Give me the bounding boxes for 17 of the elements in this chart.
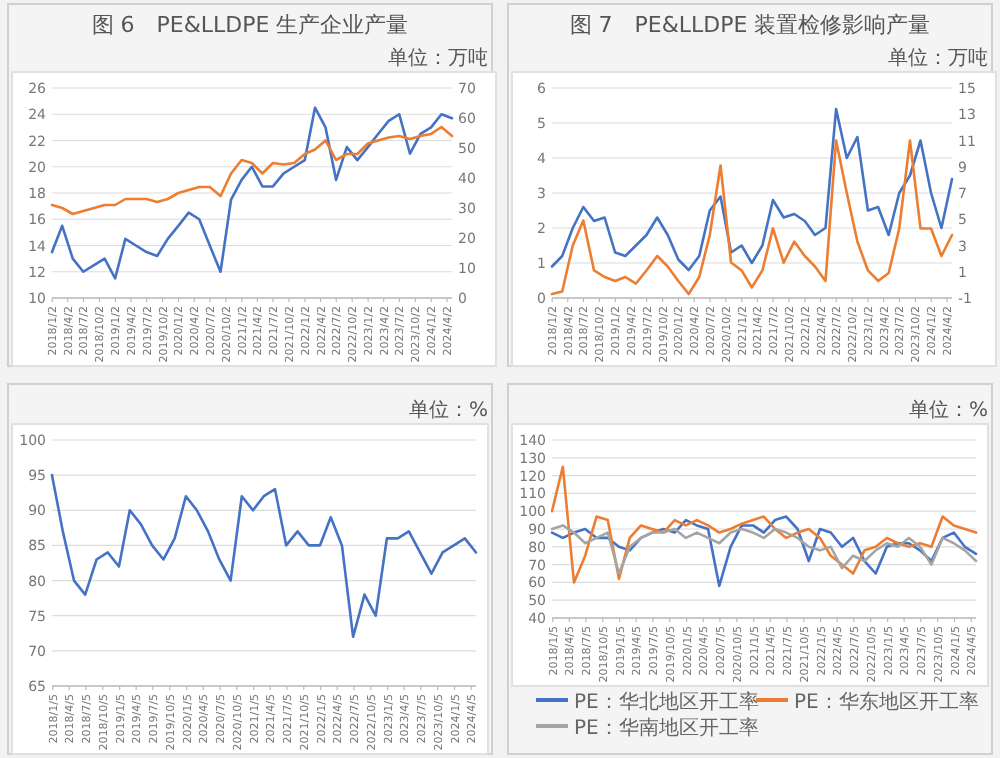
line-series bbox=[550, 139, 954, 296]
line-series bbox=[550, 107, 954, 272]
legend-label: PE：华北地区开工率 bbox=[574, 690, 759, 714]
text: 单位：万吨 bbox=[388, 46, 488, 70]
line-series bbox=[50, 473, 478, 639]
line-series bbox=[550, 515, 978, 588]
line-series bbox=[50, 106, 454, 280]
text: 单位：万吨 bbox=[888, 46, 988, 70]
text: 单位：% bbox=[408, 398, 488, 422]
line-series bbox=[50, 125, 454, 216]
legend-label: PE：华南地区开工率 bbox=[574, 716, 759, 740]
chart-title: 图 7 PE&LLDPE 装置检修影响产量 bbox=[569, 12, 931, 38]
text: 单位：% bbox=[908, 398, 988, 422]
line-series bbox=[550, 465, 978, 584]
line-series bbox=[550, 524, 978, 575]
chart-title: 图 6 PE&LLDPE 生产企业产量 bbox=[91, 12, 409, 38]
legend-label: PE：华东地区开工率 bbox=[794, 690, 979, 714]
